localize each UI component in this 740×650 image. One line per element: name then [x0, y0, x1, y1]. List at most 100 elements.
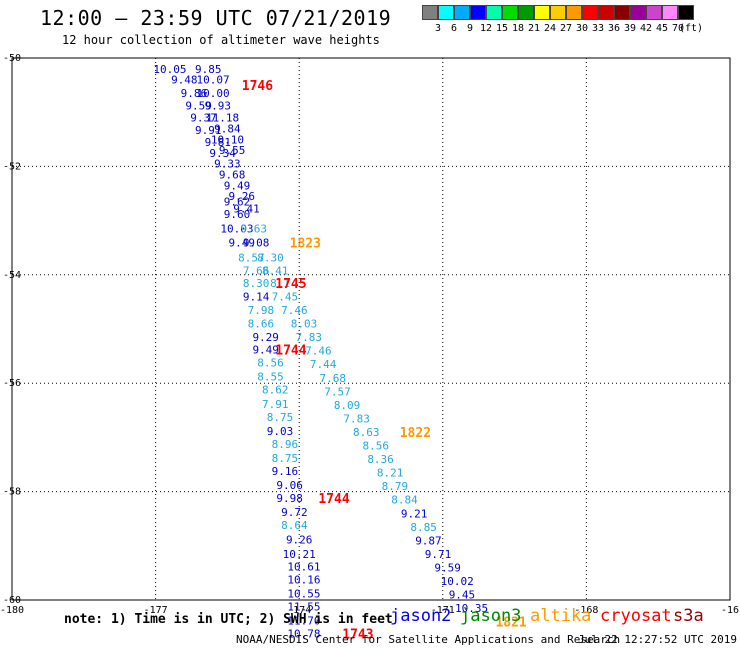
wave-height-point: 10.02: [441, 575, 474, 588]
wave-height-point: 10.03: [220, 223, 253, 236]
wave-height-point: 9.71: [425, 548, 452, 561]
wave-height-point: 7.45: [272, 290, 299, 303]
x-tick-label: -180: [0, 605, 24, 616]
wave-height-point: 9.45: [449, 589, 476, 602]
pass-time-label: 1746: [242, 79, 273, 94]
wave-height-point: 7.46: [305, 345, 332, 358]
legend-item-altika: altika: [530, 606, 592, 626]
pass-time-label: 1823: [290, 236, 321, 251]
color-scale-label: 27: [559, 23, 573, 34]
credit-line: NOAA/NESDIS Center for Satellite Applica…: [236, 633, 621, 646]
generation-timestamp: Jul 22 12:27:52 UTC 2019: [578, 633, 737, 646]
color-swatch: [454, 5, 470, 20]
x-tick-label: -174: [287, 605, 311, 616]
color-swatch: [550, 5, 566, 20]
color-swatch: [502, 5, 518, 20]
wave-height-point: 8.96: [272, 438, 299, 451]
color-swatch: [470, 5, 486, 20]
color-scale-label: 12: [479, 23, 493, 34]
wave-height-point: 9.87: [415, 534, 442, 547]
wave-height-point: 9.68: [219, 169, 246, 182]
wave-height-point: 8.85: [410, 521, 437, 534]
color-scale-label: 24: [543, 23, 557, 34]
wave-height-point: 7.83: [343, 412, 370, 425]
y-tick-label: -50: [3, 53, 21, 64]
wave-height-point: 9.93: [205, 100, 232, 113]
y-tick-label: -52: [3, 161, 21, 172]
wave-height-point: 8.09: [334, 399, 361, 412]
wave-height-point: 7.68: [319, 372, 346, 385]
color-scale-label: 18: [511, 23, 525, 34]
color-swatch: [630, 5, 646, 20]
x-tick-label: -168: [574, 605, 598, 616]
color-scale-label: 70: [671, 23, 685, 34]
color-swatch: [534, 5, 550, 20]
wave-height-point: 9.37: [190, 112, 217, 125]
wave-height-point: 10.35: [455, 602, 488, 615]
color-swatch: [614, 5, 630, 20]
wave-height-point: 9.29: [252, 331, 279, 344]
color-swatch: [598, 5, 614, 20]
wave-height-point: 9.72: [281, 506, 308, 519]
wave-height-point: 11.55: [287, 601, 320, 614]
wave-height-point: 9.49: [224, 179, 251, 192]
wave-height-point: 9.49: [229, 236, 256, 249]
color-scale-label: 45: [655, 23, 669, 34]
wave-height-point: 7.57: [324, 385, 351, 398]
wave-height-point: 8.75: [272, 452, 299, 465]
wave-height-point: 8.56: [363, 440, 390, 453]
legend-item-jason2: jason2: [390, 606, 452, 626]
wave-height-point: 11.70: [287, 615, 320, 628]
wave-height-point: 9.03: [267, 425, 294, 438]
wave-height-point: 9.48: [171, 74, 198, 87]
color-scale-unit: (ft): [678, 23, 704, 34]
wave-height-point: 9.08: [243, 236, 270, 249]
wave-height-point: 11.18: [206, 112, 239, 125]
wave-height-point: 9.91: [195, 124, 222, 137]
wave-height-point: 8.56: [257, 357, 284, 370]
x-tick-label: -177: [144, 605, 168, 616]
wave-height-point: 7.46: [281, 304, 308, 317]
legend-item-s3a: s3a: [673, 606, 704, 626]
pass-time-label: 1743: [342, 628, 373, 643]
wave-height-point: 9.41: [233, 203, 260, 216]
page-title: 12:00 – 23:59 UTC 07/21/2019: [40, 6, 392, 30]
wave-height-point: 8.03: [291, 318, 318, 331]
wave-height-point: 8.79: [382, 480, 409, 493]
color-scale-label: 9: [466, 23, 474, 34]
wave-height-point: 10.07: [196, 74, 229, 87]
color-scale-label: 39: [623, 23, 637, 34]
wave-height-point: 8.55: [257, 371, 284, 384]
color-scale-label: 42: [639, 23, 653, 34]
wave-height-point: 8.30: [257, 251, 284, 264]
color-swatch: [566, 5, 582, 20]
wave-height-point: 7.66: [243, 264, 270, 277]
wave-height-point: 8.57: [238, 251, 265, 264]
color-scale-label: 3: [434, 23, 442, 34]
wave-height-point: 9.59: [185, 100, 212, 113]
wave-height-point: 9.63: [240, 223, 267, 236]
wave-height-point: 8.30: [243, 277, 270, 290]
wave-height-point: 8.75: [267, 411, 294, 424]
wave-height-point: 10.16: [287, 573, 320, 586]
color-swatch: [582, 5, 598, 20]
wave-height-point: 9.81: [205, 136, 232, 149]
y-tick-label: -58: [3, 487, 21, 498]
color-scale-label: 21: [527, 23, 541, 34]
wave-height-point: 9.34: [209, 147, 236, 160]
page-subtitle: 12 hour collection of altimeter wave hei…: [62, 33, 380, 47]
wave-height-point: 9.16: [272, 465, 299, 478]
wave-height-point: 10.61: [287, 560, 320, 573]
wave-height-point: 8.41: [262, 264, 289, 277]
wave-height-point: 9.55: [219, 144, 246, 157]
wave-height-point: 9.60: [224, 208, 251, 221]
x-tick-label: -16: [721, 605, 739, 616]
wave-height-point: 10.05: [153, 63, 186, 76]
color-scale-label: 33: [591, 23, 605, 34]
wave-height-point: 9.33: [214, 158, 241, 171]
color-scale-label: 36: [607, 23, 621, 34]
color-swatch: [678, 5, 694, 20]
wave-height-point: 9.26: [286, 533, 313, 546]
wave-height-point: 8.1: [270, 277, 290, 290]
